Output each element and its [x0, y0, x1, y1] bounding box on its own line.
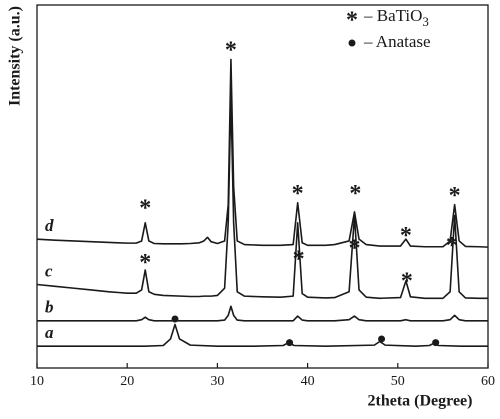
- x-tick-label: 60: [481, 374, 495, 389]
- peak-marker: *: [449, 182, 461, 208]
- plot-frame: [36, 4, 489, 369]
- anatase-marker: [171, 315, 179, 323]
- peak-marker-text: *: [449, 182, 461, 208]
- peak-marker-text: *: [446, 233, 458, 259]
- x-tick-label: 40: [301, 374, 315, 389]
- x-tick-label: 20: [120, 374, 134, 389]
- legend-text: – BaTiO3: [363, 6, 429, 29]
- peak-marker-text: *: [139, 195, 151, 221]
- peak-marker: *: [349, 235, 361, 261]
- legend-dot: [348, 39, 356, 47]
- series-label: b: [45, 298, 54, 317]
- anatase-marker: [378, 335, 386, 343]
- anatase-marker: [432, 339, 440, 347]
- series-label: c: [45, 261, 53, 280]
- series-line: [36, 94, 488, 300]
- peak-marker: *: [293, 246, 305, 272]
- series-line: [36, 58, 489, 248]
- x-tick-label: 10: [30, 374, 44, 389]
- peak-marker: *: [446, 233, 458, 259]
- peak-marker-text: *: [225, 37, 237, 63]
- y-axis-label: Intensity (a.u.): [7, 6, 24, 106]
- peak-marker-text: *: [401, 268, 413, 294]
- peak-marker: *: [401, 268, 413, 294]
- peak-marker: *: [292, 181, 304, 207]
- legend-text: – Anatase: [363, 32, 431, 51]
- peak-marker-text: *: [349, 181, 361, 207]
- series-label: d: [45, 216, 54, 235]
- peak-marker: *: [225, 37, 237, 63]
- x-tick-label: 50: [391, 374, 405, 389]
- anatase-marker: [286, 339, 294, 347]
- peak-marker-text: *: [293, 246, 305, 272]
- series-label: a: [45, 323, 54, 342]
- x-tick-label: 30: [210, 374, 224, 389]
- peak-marker-text: *: [349, 235, 361, 261]
- series-line: [37, 305, 488, 322]
- legend-subscript: 3: [422, 14, 429, 29]
- series-line: [37, 323, 488, 348]
- x-axis-label: 2theta (Degree): [368, 393, 473, 410]
- peak-marker-text: *: [400, 222, 412, 248]
- legend-symbol: *: [346, 8, 358, 34]
- legend-label: – BaTiO: [363, 6, 422, 25]
- peak-marker: *: [349, 181, 361, 207]
- peak-marker: *: [139, 250, 151, 276]
- legend: * – BaTiO3 – Anatase: [346, 6, 431, 51]
- peak-marker-text: *: [139, 250, 151, 276]
- peak-marker-text: *: [292, 181, 304, 207]
- peak-marker: *: [400, 222, 412, 248]
- peak-marker: *: [139, 195, 151, 221]
